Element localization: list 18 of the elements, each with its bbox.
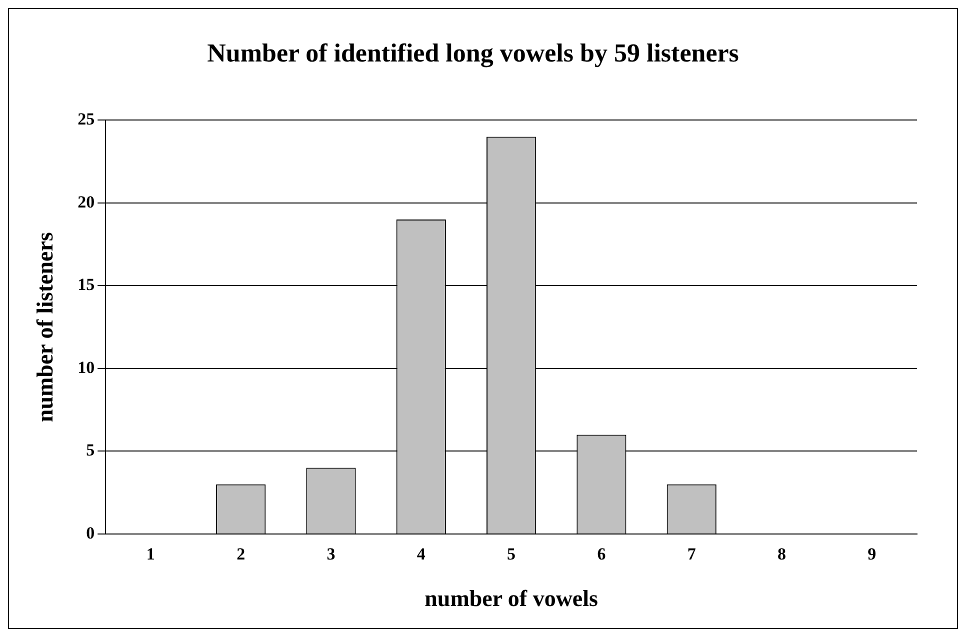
x-tick-label: 4 xyxy=(416,544,426,564)
x-axis-title: number of vowels xyxy=(424,586,598,612)
y-tick-label: 0 xyxy=(86,523,95,542)
x-tick-label: 2 xyxy=(236,544,246,564)
x-tick-label: 7 xyxy=(687,544,696,564)
chart-title: Number of identified long vowels by 59 listeners xyxy=(207,38,739,68)
y-tick-label: 5 xyxy=(86,440,95,460)
y-tick-label: 10 xyxy=(78,358,95,377)
y-axis-title: number of listeners xyxy=(32,232,58,422)
x-tick-label: 8 xyxy=(778,544,786,564)
x-tick-label: 9 xyxy=(868,544,876,564)
x-tick-label: 3 xyxy=(326,544,336,564)
y-tick-label: 15 xyxy=(78,275,95,294)
x-tick-label: 6 xyxy=(597,544,606,564)
y-tick-label: 20 xyxy=(78,192,95,212)
x-tick-label: 1 xyxy=(146,544,155,564)
y-tick-label: 25 xyxy=(78,110,95,129)
x-tick-label: 5 xyxy=(507,544,516,564)
